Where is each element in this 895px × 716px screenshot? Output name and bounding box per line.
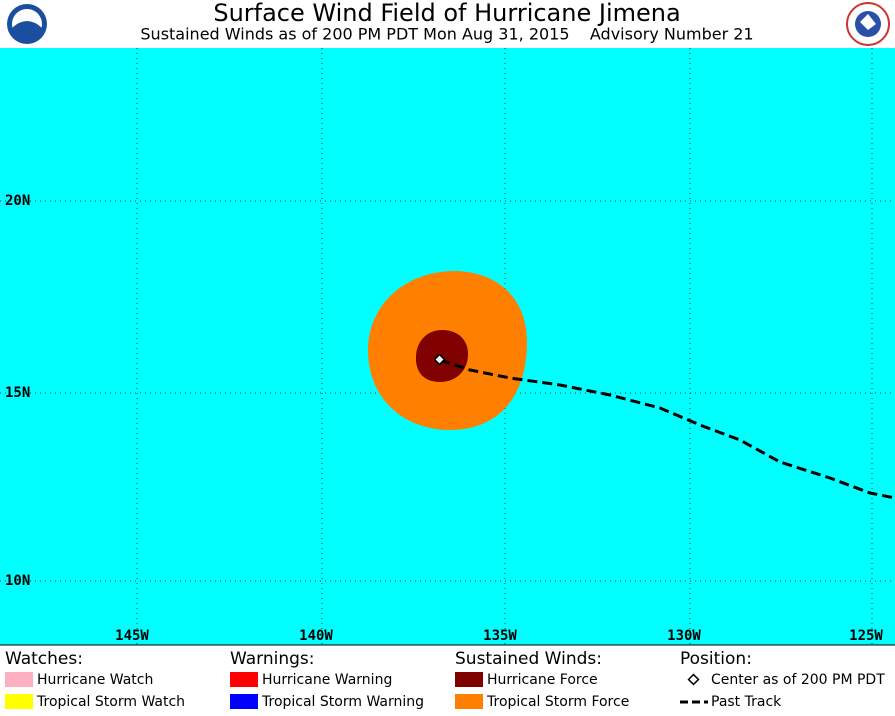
lon-label: 130W	[667, 628, 701, 644]
legend-item: Past Track	[711, 694, 782, 710]
legend-item: Hurricane Watch	[37, 672, 153, 688]
noaa-logo	[7, 4, 47, 44]
swatch	[230, 694, 258, 709]
legend-heading: Position:	[680, 649, 752, 669]
lon-label: 125W	[849, 628, 883, 644]
legend-item: Center as of 200 PM PDT	[711, 672, 885, 688]
legend-item: Hurricane Force	[487, 672, 598, 688]
lat-label: 15N	[5, 385, 30, 401]
swatch	[5, 694, 33, 709]
legend-item: Tropical Storm Warning	[261, 694, 424, 710]
past-track	[439, 358, 895, 500]
lon-label: 135W	[483, 628, 517, 644]
swatch	[455, 694, 483, 709]
swatch	[455, 672, 483, 687]
title: Surface Wind Field of Hurricane Jimena	[213, 0, 680, 27]
legend-heading: Sustained Winds:	[455, 649, 602, 669]
lon-label: 145W	[115, 628, 149, 644]
legend-item: Tropical Storm Watch	[36, 694, 185, 710]
legend-heading: Warnings:	[230, 649, 314, 669]
lon-label: 140W	[299, 628, 333, 644]
legend-heading: Watches:	[5, 649, 83, 669]
center-symbol	[687, 673, 700, 686]
legend-item: Tropical Storm Force	[486, 694, 629, 710]
nws-logo	[846, 2, 890, 46]
legend-item: Hurricane Warning	[262, 672, 392, 688]
lat-label: 10N	[5, 573, 30, 589]
lat-label: 20N	[5, 193, 30, 209]
storm-center	[433, 353, 446, 366]
subtitle: Sustained Winds as of 200 PM PDT Mon Aug…	[140, 25, 753, 44]
graticule	[0, 48, 895, 645]
swatch	[5, 672, 33, 687]
swatch	[230, 672, 258, 687]
